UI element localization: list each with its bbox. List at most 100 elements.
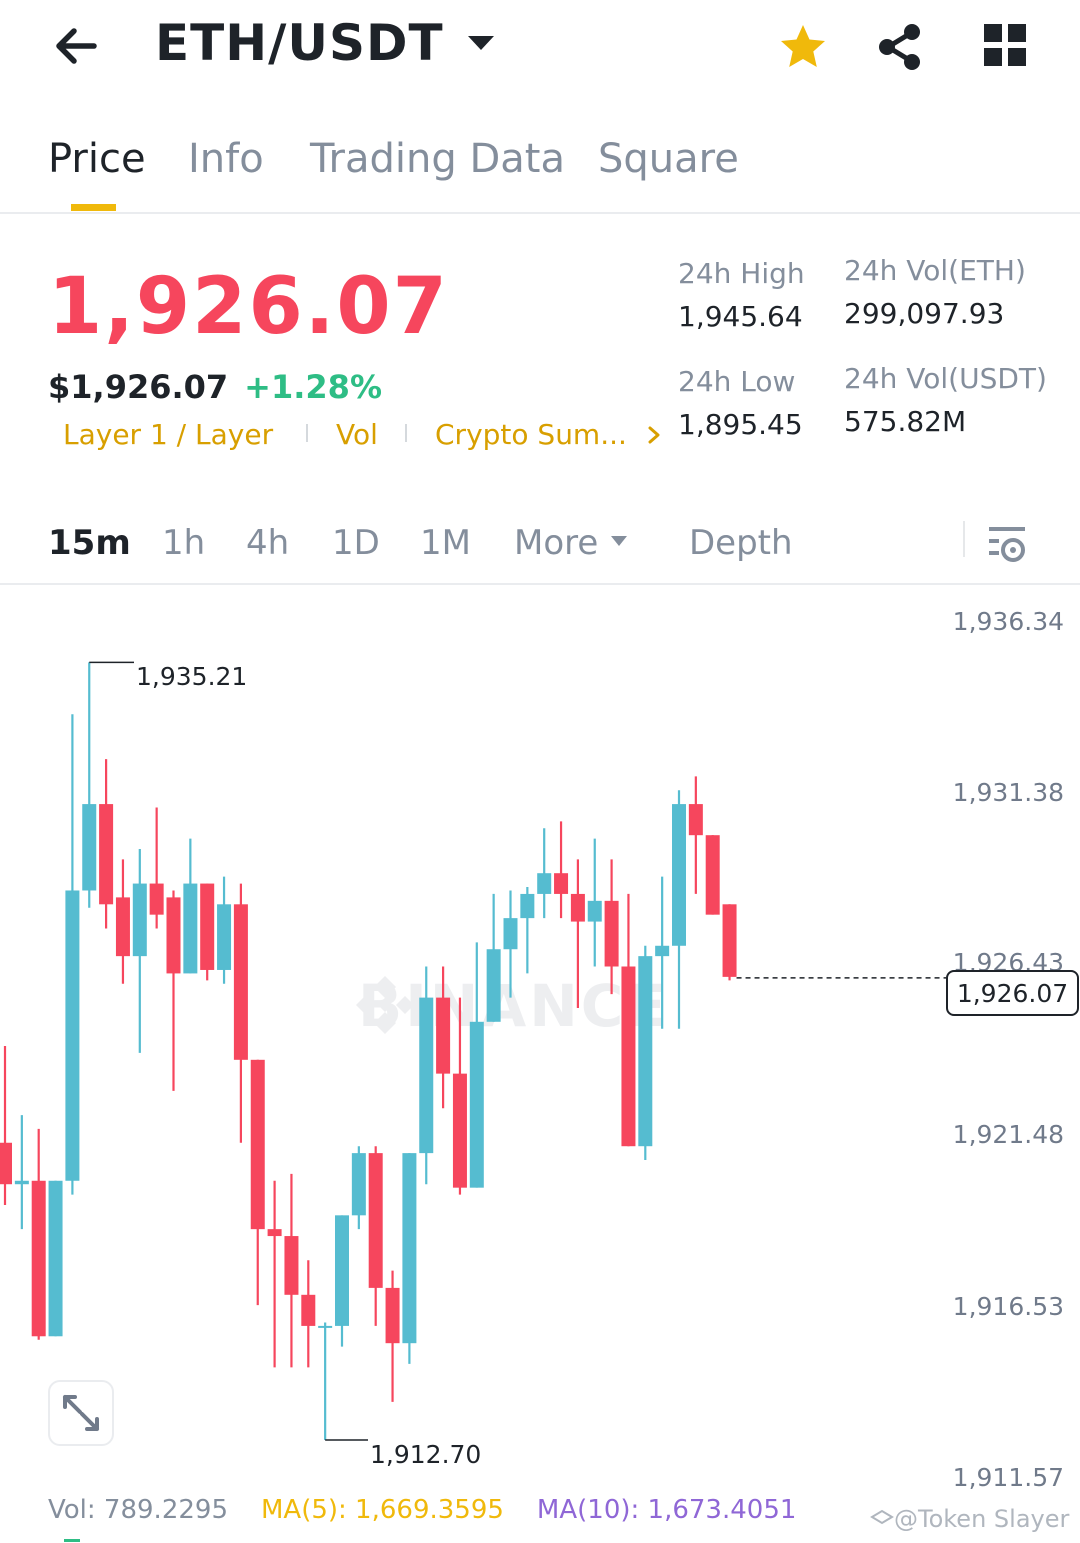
candle-body: [200, 883, 215, 970]
candle-body: [335, 1215, 349, 1326]
vol-usdt-label: 24h Vol(USDT): [844, 362, 1047, 395]
y-axis-label: 1,936.34: [952, 607, 1064, 636]
candle-body: [65, 890, 80, 1181]
ma10-indicator: MA(10): 1,673.4051: [536, 1495, 797, 1525]
candle-body: [503, 918, 518, 950]
y-axis-label: 1,931.38: [952, 778, 1064, 807]
candlestick-plot: [0, 661, 946, 1441]
candle-body: [452, 1073, 467, 1188]
tag-vol[interactable]: Vol: [336, 418, 378, 451]
credit-text: @Token Slayer: [894, 1505, 1070, 1533]
grid-icon[interactable]: [984, 24, 1026, 66]
low-label: 24h Low: [678, 365, 796, 398]
interval-1h[interactable]: 1h: [162, 523, 206, 563]
candle-body: [638, 956, 653, 1147]
current-price-label: 1,926.07: [946, 970, 1079, 1016]
y-axis-label: 1,911.57: [952, 1463, 1064, 1492]
volume-indicator: Vol: 789.2295: [48, 1495, 228, 1525]
active-tab-indicator: [71, 204, 116, 211]
expand-chart-button[interactable]: [48, 1380, 114, 1446]
interval-15m[interactable]: 15m: [48, 523, 131, 563]
candle-body: [587, 900, 602, 922]
more-intervals[interactable]: More: [514, 523, 599, 563]
high-value: 1,945.64: [678, 300, 803, 333]
bird-icon: [870, 1509, 894, 1525]
candle-body: [554, 873, 569, 894]
candle-body: [166, 897, 181, 974]
candle-body: [267, 1229, 282, 1237]
vol-eth-label: 24h Vol(ETH): [844, 254, 1026, 287]
candle-body: [132, 883, 147, 957]
pair-title: ETH/USDT: [155, 14, 444, 72]
candle-body: [537, 873, 552, 894]
watermark-text: BINANCE: [358, 972, 669, 1040]
candle-body: [31, 1180, 46, 1337]
candle-body: [705, 835, 720, 915]
star-icon[interactable]: [778, 22, 828, 72]
candle-body: [402, 1153, 417, 1344]
candle-body: [688, 804, 703, 836]
section-tabs: Price Info Trading Data Square: [0, 112, 1080, 214]
candle-body: [722, 904, 737, 977]
divider: [963, 521, 965, 557]
candle-body: [604, 900, 619, 967]
interval-bar: 15m 1h 4h 1D 1M More Depth: [0, 505, 1080, 585]
change-percent: +1.28%: [244, 368, 382, 406]
candle-body: [99, 804, 114, 905]
chevron-right-icon[interactable]: [646, 424, 662, 446]
pair-selector[interactable]: ETH/USDT: [155, 14, 496, 72]
tag-divider: [306, 424, 308, 442]
candle-body: [284, 1236, 299, 1295]
caret-down-icon: [611, 536, 627, 546]
high-marker-label: 1,935.21: [136, 662, 248, 691]
credit-watermark: @Token Slayer: [870, 1505, 1069, 1533]
tab-price[interactable]: Price: [48, 136, 146, 182]
interval-1d[interactable]: 1D: [332, 523, 380, 563]
tag-divider: [405, 424, 407, 442]
candle-body: [419, 997, 434, 1154]
candle-body: [672, 804, 686, 946]
high-label: 24h High: [678, 257, 805, 290]
candle-body: [621, 966, 636, 1147]
candle-body: [183, 883, 198, 974]
candle-body: [486, 949, 501, 1022]
tab-info[interactable]: Info: [188, 136, 264, 182]
vol-eth-value: 299,097.93: [844, 297, 1005, 330]
last-price: 1,926.07: [48, 262, 449, 352]
candle-body: [0, 1142, 12, 1185]
category-tags: Layer 1 / Layer Vol Crypto Sum...: [48, 418, 668, 458]
tag-layer[interactable]: Layer 1 / Layer: [63, 418, 274, 451]
usd-price: $1,926.07: [48, 368, 229, 406]
candle-body: [48, 1180, 63, 1337]
vol-usdt-value: 575.82M: [844, 405, 967, 438]
binance-watermark: BINANCE: [352, 972, 669, 1040]
candle-body: [14, 1180, 29, 1185]
chart-settings-icon[interactable]: [987, 523, 1029, 565]
interval-1m[interactable]: 1M: [420, 523, 471, 563]
candle-body: [655, 945, 670, 957]
depth-tab[interactable]: Depth: [689, 523, 793, 563]
candle-body: [520, 893, 535, 919]
binance-logo-icon: [356, 976, 414, 1034]
candle-body: [351, 1153, 366, 1216]
candle-body: [469, 1021, 484, 1188]
usd-price-row: $1,926.07 +1.28%: [48, 368, 382, 406]
tag-crypto-summary[interactable]: Crypto Sum...: [435, 418, 627, 451]
tab-square[interactable]: Square: [598, 136, 739, 182]
caret-down-icon: [467, 36, 494, 50]
low-value: 1,895.45: [678, 408, 803, 441]
tab-trading-data[interactable]: Trading Data: [310, 136, 565, 182]
candle-body: [217, 904, 232, 970]
price-chart[interactable]: BINANCE 1,936.34 1,931.38 1,926.43 1,921…: [0, 590, 1080, 1495]
candle-body: [149, 883, 164, 915]
low-marker-label: 1,912.70: [370, 1440, 482, 1469]
indicator-row: Vol: 789.2295 MA(5): 1,669.3595 MA(10): …: [48, 1495, 796, 1525]
arrow-left-icon[interactable]: [50, 20, 102, 72]
share-icon[interactable]: [875, 22, 925, 72]
y-axis-label: 1,916.53: [952, 1292, 1064, 1321]
ma5-indicator: MA(5): 1,669.3595: [260, 1495, 504, 1525]
expand-icon: [63, 1395, 99, 1431]
interval-4h[interactable]: 4h: [246, 523, 290, 563]
candle-body: [318, 1325, 333, 1328]
candle-body: [385, 1287, 400, 1344]
